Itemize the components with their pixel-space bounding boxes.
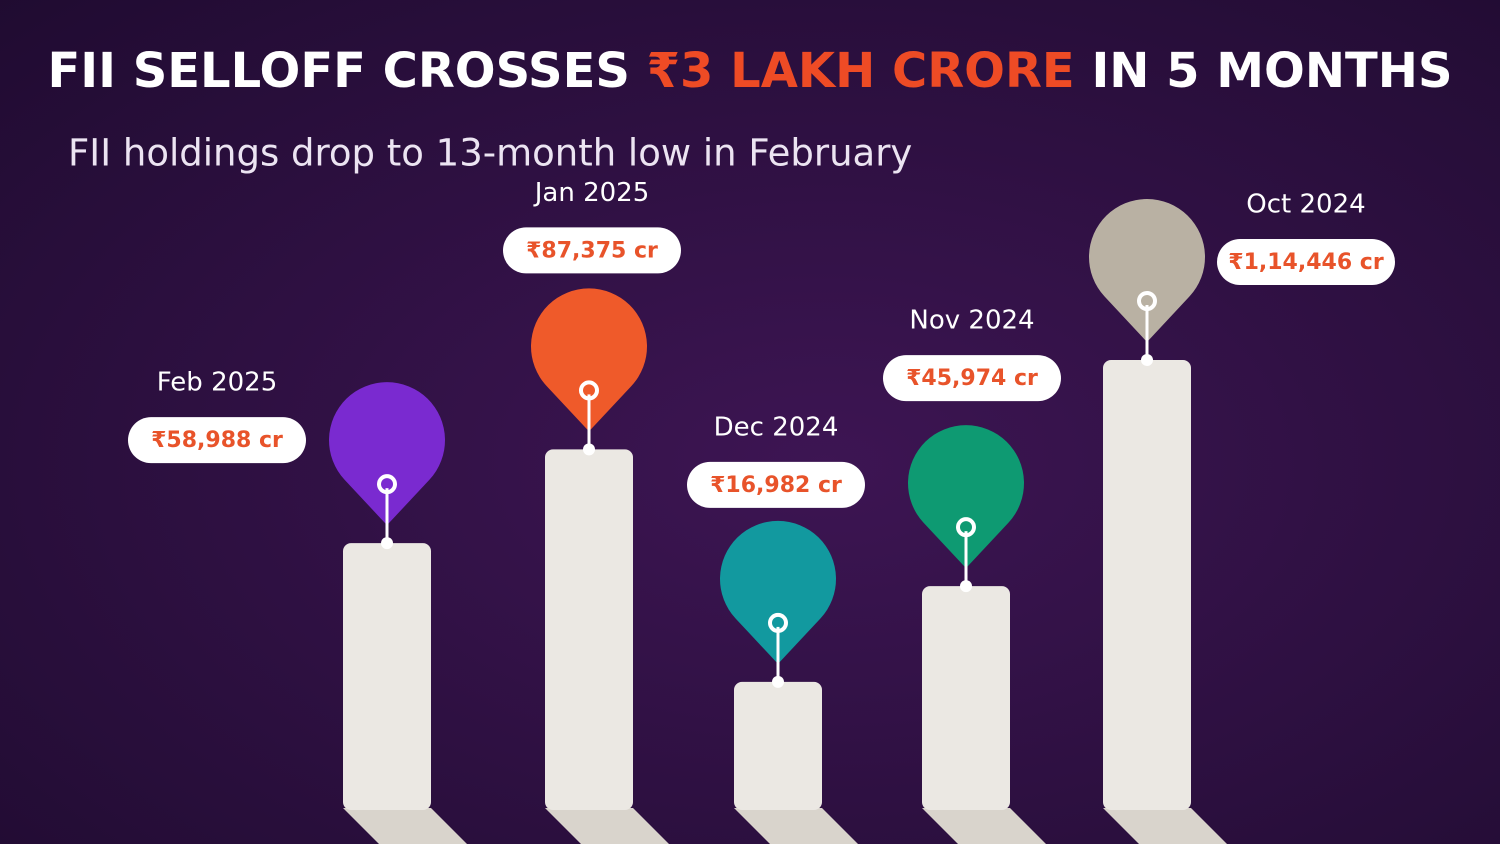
- value-pill: [687, 461, 865, 508]
- value-label: ₹1,14,446 cr: [1228, 250, 1384, 275]
- pin: [1089, 198, 1206, 342]
- bar-shadow: [343, 808, 467, 844]
- value-pill: [128, 417, 306, 464]
- chart-subtitle: FII holdings drop to 13-month low in Feb…: [68, 132, 912, 175]
- bar: [343, 543, 431, 810]
- pin-ring: [377, 474, 397, 495]
- bar: [734, 681, 822, 810]
- bar: [545, 449, 633, 810]
- value-label: ₹58,988 cr: [151, 428, 283, 453]
- pin-dot: [381, 537, 393, 550]
- pin-ring: [768, 612, 788, 633]
- pin-dot: [772, 675, 784, 688]
- pin: [531, 288, 647, 432]
- pin: [720, 520, 836, 664]
- pin-ring: [956, 517, 976, 538]
- value-label: ₹45,974 cr: [906, 366, 1038, 391]
- title-part: FII SELLOFF CROSSES: [47, 43, 629, 99]
- pin: [908, 425, 1024, 569]
- value-pill: [1217, 239, 1395, 285]
- pin: [329, 382, 445, 526]
- bar: [1103, 360, 1191, 810]
- category-label: Jan 2025: [533, 178, 650, 208]
- pin-dot: [960, 580, 972, 593]
- category-label: Feb 2025: [157, 368, 277, 398]
- value-label: ₹16,982 cr: [710, 473, 842, 498]
- category-label: Oct 2024: [1246, 190, 1365, 220]
- category-label: Dec 2024: [714, 412, 839, 442]
- value-pill: [503, 227, 681, 274]
- bar-shadow: [1103, 808, 1227, 844]
- bar-shadow: [922, 808, 1046, 844]
- category-label: Nov 2024: [909, 306, 1034, 336]
- bar-shadow: [734, 808, 858, 844]
- value-pill: [883, 355, 1061, 402]
- chart-title: FII SELLOFF CROSSES ₹3 LAKH CRORE IN 5 M…: [47, 43, 1452, 99]
- pin-dot: [583, 443, 595, 456]
- pin-dot: [1141, 354, 1153, 366]
- pin-ring: [579, 380, 599, 401]
- title-part: IN 5 MONTHS: [1091, 43, 1452, 99]
- value-label: ₹87,375 cr: [526, 238, 658, 263]
- bar-shadow: [545, 808, 669, 844]
- bar: [922, 586, 1010, 810]
- pin-ring: [1137, 291, 1157, 311]
- title-highlight: ₹3 LAKH CRORE: [647, 43, 1075, 99]
